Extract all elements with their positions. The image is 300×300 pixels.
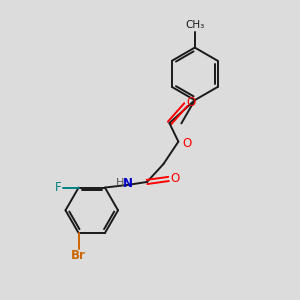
Text: H: H [116, 178, 124, 188]
Text: Br: Br [71, 249, 86, 262]
Text: O: O [187, 96, 196, 109]
Text: N: N [123, 177, 133, 190]
Text: F: F [54, 181, 61, 194]
Text: O: O [182, 136, 191, 150]
Text: CH₃: CH₃ [185, 20, 204, 30]
Text: O: O [170, 172, 180, 185]
